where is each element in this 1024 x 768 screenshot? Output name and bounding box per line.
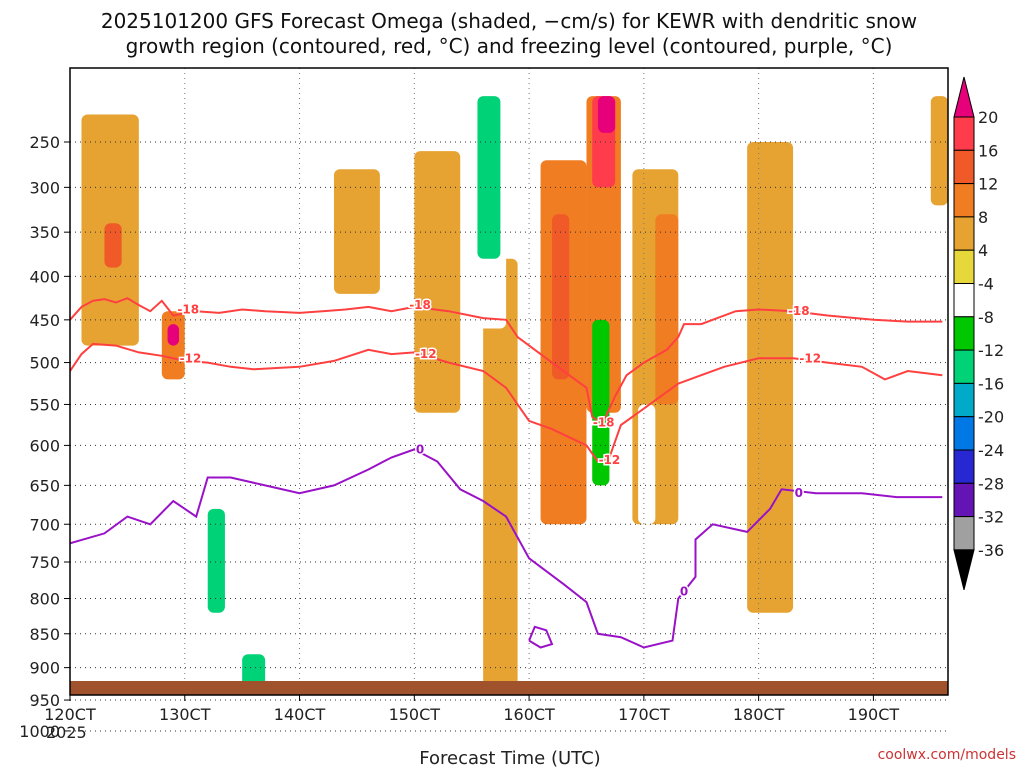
- omega-cell: [104, 223, 122, 268]
- omega-cell: [930, 96, 948, 206]
- omega-cell: [236, 412, 289, 509]
- x-axis-ticks: 120CT 130CT 140CT 150CT 160CT 170CT 180CT 190CT: [44, 695, 899, 724]
- omega-cell: [552, 214, 570, 380]
- contour-label: -12: [415, 347, 437, 361]
- x-tick-label: 130CT: [159, 705, 211, 724]
- y-tick-label: 550: [29, 395, 60, 414]
- contour-labels: -18 -18 -18 -18 -12 -12 -12 -12 0 0 0: [176, 297, 823, 600]
- y-tick-label: 250: [29, 133, 60, 152]
- omega-cell: [483, 142, 495, 224]
- colorbar-top-arrow: [953, 76, 975, 118]
- colorbar-swatch: [953, 283, 975, 318]
- contour-freezing_level: [70, 448, 943, 649]
- y-tick-label: 950: [29, 691, 60, 710]
- omega-cell: [597, 96, 616, 133]
- colorbar-label: 4: [978, 241, 988, 260]
- chart-title-line1: 2025101200 GFS Forecast Omega (shaded, −…: [101, 9, 917, 33]
- omega-cell: [747, 142, 794, 613]
- omega-cell: [483, 258, 518, 695]
- contour-label: -18: [593, 416, 615, 430]
- colorbar-label: -32: [978, 508, 1004, 527]
- omega-cell: [873, 151, 885, 233]
- colorbar-label: -24: [978, 441, 1004, 460]
- colorbar-swatch: [953, 516, 975, 551]
- colorbar-label: -12: [978, 341, 1004, 360]
- colorbar-swatch: [953, 349, 975, 384]
- colorbar-swatch: [953, 449, 975, 484]
- colorbar-swatch: [953, 482, 975, 518]
- omega-cell: [414, 151, 461, 413]
- colorbar-swatch: [953, 216, 975, 251]
- colorbar-label: -16: [978, 374, 1004, 393]
- y-axis-ticks: 250 300 350 400 450 500 550 600 650 700 750 800 850 9…: [19, 133, 70, 741]
- y-tick-label: 600: [29, 436, 60, 455]
- colorbar-label: -20: [978, 408, 1004, 427]
- contour-label: -12: [599, 453, 621, 467]
- colorbar-label: 12: [978, 175, 998, 194]
- omega-shading: [81, 96, 948, 695]
- omega-cell: [655, 214, 679, 405]
- x-tick-label: 170CT: [618, 705, 670, 724]
- contour-label: -18: [409, 298, 431, 312]
- omega-cell: [207, 508, 225, 613]
- y-tick-label: 850: [29, 625, 60, 644]
- colorbar-swatch: [953, 416, 975, 451]
- contour-label: -18: [788, 304, 810, 318]
- colorbar-swatch: [953, 149, 975, 185]
- contour-lines: [70, 297, 943, 649]
- colorbar-label: -36: [978, 541, 1004, 560]
- omega-cell: [592, 319, 610, 486]
- x-tick-label: 190CT: [848, 705, 900, 724]
- ground-bar: [70, 681, 948, 695]
- y-tick-label: 300: [29, 178, 60, 197]
- y-tick-label: 750: [29, 553, 60, 572]
- colorbar-label: -8: [978, 308, 994, 327]
- y-tick-label: 650: [29, 476, 60, 495]
- colorbar-bottom-arrow: [953, 549, 975, 591]
- contour-freezing_level_small: [528, 625, 554, 649]
- y-tick-label: 1000: [19, 722, 60, 741]
- y-tick-label: 900: [29, 659, 60, 678]
- y-tick-label: 450: [29, 311, 60, 330]
- colorbar-label: -28: [978, 474, 1004, 493]
- y-tick-label: 700: [29, 515, 60, 534]
- colorbar-swatch: [953, 183, 975, 218]
- contour-label: -18: [177, 302, 199, 316]
- contour-label: 0: [416, 442, 424, 456]
- x-tick-label: 160CT: [503, 705, 555, 724]
- contour-label: -12: [799, 351, 821, 365]
- x-tick-label: 120CT: [44, 705, 96, 724]
- colorbar-label: -4: [978, 275, 994, 294]
- x-axis-label: Forecast Time (UTC): [419, 748, 600, 768]
- omega-cell: [333, 169, 380, 294]
- contour-label: -12: [180, 351, 202, 365]
- contour-label: 0: [795, 486, 803, 500]
- colorbar-swatch: [953, 116, 975, 151]
- credit-text: coolwx.com/models: [878, 747, 1016, 763]
- year-label: 2025: [46, 723, 87, 742]
- x-tick-label: 140CT: [274, 705, 326, 724]
- y-tick-label: 500: [29, 354, 60, 373]
- y-tick-label: 350: [29, 223, 60, 242]
- y-tick-label: 800: [29, 590, 60, 609]
- colorbar-swatch: [953, 316, 975, 351]
- omega-cell: [638, 404, 656, 525]
- colorbar: 20 16 12 8 4 -4 -8 -12 -16 -20 -24 -28 -32 -36: [953, 76, 1004, 591]
- contour-label: 0: [680, 584, 688, 598]
- colorbar-swatch: [953, 249, 975, 284]
- plot-frame: [69, 67, 949, 696]
- contour-dgz_minus18: [70, 297, 943, 422]
- y-tick-label: 400: [29, 267, 60, 286]
- x-tick-label: 150CT: [389, 705, 441, 724]
- colorbar-label: 16: [978, 141, 998, 160]
- colorbar-swatch: [953, 382, 975, 418]
- colorbar-label: 20: [978, 108, 998, 127]
- contour-dgz_minus12: [70, 342, 943, 463]
- chart-title-line2: growth region (contoured, red, °C) and f…: [126, 34, 893, 58]
- x-tick-label: 180CT: [733, 705, 785, 724]
- omega-cell: [167, 324, 180, 346]
- colorbar-label: 8: [978, 208, 988, 227]
